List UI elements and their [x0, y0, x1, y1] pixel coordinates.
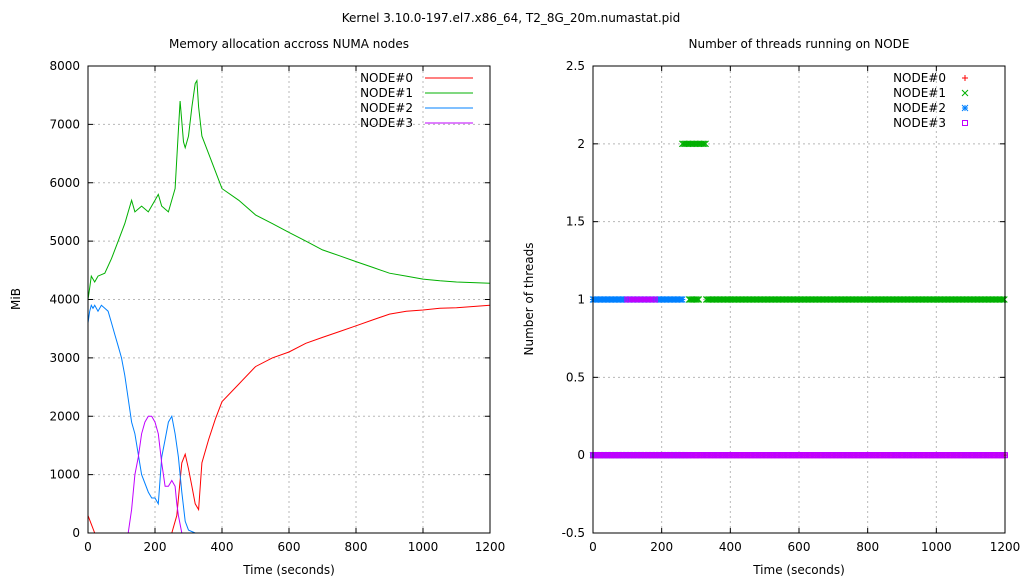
threads-legend-swatch-node3 — [962, 120, 968, 126]
threads-x-tick-label: 200 — [650, 540, 673, 554]
memory-x-tick-label: 800 — [345, 540, 368, 554]
memory-y-tick-label: 3000 — [49, 351, 80, 365]
threads-y-tick-label: 2.5 — [566, 59, 585, 73]
threads-legend-label-node0: NODE#0 — [893, 71, 946, 85]
memory-chart: Memory allocation accross NUMA nodes 0 10… — [9, 37, 505, 577]
memory-x-tick-label: 1200 — [475, 540, 506, 554]
memory-plot-frame — [87, 65, 491, 534]
threads-chart: Number of threads running on NODE -0.500… — [522, 37, 1020, 577]
memory-x-axis-label: Time (seconds) — [242, 563, 335, 577]
threads-point-node1 — [694, 296, 701, 303]
threads-y-tick-label: 0.5 — [566, 370, 585, 384]
memory-line-node2 — [87, 303, 490, 534]
memory-y-tick-label: 2000 — [49, 409, 80, 423]
memory-line-node0 — [87, 304, 491, 534]
threads-point-node2 — [678, 296, 686, 303]
threads-point-node3 — [651, 296, 658, 303]
threads-point-node1 — [998, 296, 1005, 303]
memory-y-tick-label: 1000 — [49, 468, 80, 482]
memory-y-tick-label: 7000 — [49, 117, 80, 131]
threads-legend-label-node2: NODE#2 — [893, 101, 946, 115]
memory-gridlines — [88, 66, 490, 533]
figure-suptitle: Kernel 3.10.0-197.el7.x86_64, T2_8G_20m.… — [342, 11, 681, 25]
threads-legend-swatch-node1 — [961, 89, 969, 97]
threads-point-node1 — [699, 140, 707, 148]
threads-x-tick-label: 600 — [788, 540, 811, 554]
memory-x-tick-label: 1000 — [408, 540, 439, 554]
memory-legend-label-node1: NODE#1 — [360, 86, 413, 100]
threads-point-node1 — [1000, 296, 1008, 303]
memory-y-ticks: 0 1000 2000 3000 4000 5000 6000 7000 8000 — [49, 59, 490, 540]
memory-y-axis-label: MiB — [9, 288, 23, 310]
threads-legend-label-node1: NODE#1 — [893, 86, 946, 100]
memory-x-tick-label: 200 — [144, 540, 167, 554]
memory-y-tick-label: 4000 — [49, 293, 80, 307]
memory-legend-label-node2: NODE#2 — [360, 101, 413, 115]
threads-legend-swatch-node0 — [962, 75, 968, 81]
memory-x-tick-label: 400 — [211, 540, 234, 554]
threads-y-tick-label: -0.5 — [562, 526, 585, 540]
threads-y-axis-label: Number of threads — [522, 243, 536, 356]
threads-y-tick-label: 1 — [577, 293, 585, 307]
memory-legend-label-node3: NODE#3 — [360, 116, 413, 130]
threads-y-tick-label: 2 — [577, 137, 585, 151]
memory-legend-label-node0: NODE#0 — [360, 71, 413, 85]
threads-point-node1 — [702, 140, 709, 148]
threads-chart-title: Number of threads running on NODE — [689, 37, 910, 51]
threads-point-node1 — [700, 140, 708, 148]
threads-point-node1 — [692, 296, 700, 303]
memory-y-tick-label: 6000 — [49, 176, 80, 190]
threads-y-tick-label: 1.5 — [566, 215, 585, 229]
memory-chart-title: Memory allocation accross NUMA nodes — [169, 37, 409, 51]
threads-x-tick-label: 400 — [719, 540, 742, 554]
threads-legend-label-node3: NODE#3 — [893, 116, 946, 130]
memory-x-tick-label: 0 — [84, 540, 92, 554]
threads-x-axis-label: Time (seconds) — [752, 563, 845, 577]
threads-x-ticks: 0 200 400 600 800 1000 1200 — [589, 66, 1020, 554]
threads-x-tick-label: 1200 — [990, 540, 1021, 554]
threads-y-tick-label: 0 — [577, 448, 585, 462]
threads-series — [589, 140, 1008, 459]
memory-series-node1 — [87, 78, 491, 300]
memory-y-tick-label: 8000 — [49, 59, 80, 73]
threads-point-node1 — [695, 296, 703, 303]
memory-series-node0 — [87, 304, 491, 534]
memory-x-ticks: 0 200 400 600 800 1000 1200 — [84, 66, 505, 554]
threads-plot-frame — [592, 65, 1006, 534]
memory-line-node1 — [87, 78, 491, 300]
threads-series-node2 — [589, 296, 693, 459]
memory-y-tick-label: 0 — [72, 526, 80, 540]
memory-x-tick-label: 600 — [278, 540, 301, 554]
threads-x-tick-label: 0 — [589, 540, 597, 554]
memory-y-tick-label: 5000 — [49, 234, 80, 248]
threads-x-tick-label: 800 — [856, 540, 879, 554]
threads-x-tick-label: 1000 — [921, 540, 952, 554]
threads-series-node3 — [590, 296, 1008, 459]
threads-legend-swatch-node2 — [961, 104, 969, 112]
memory-series-node2 — [87, 303, 490, 534]
